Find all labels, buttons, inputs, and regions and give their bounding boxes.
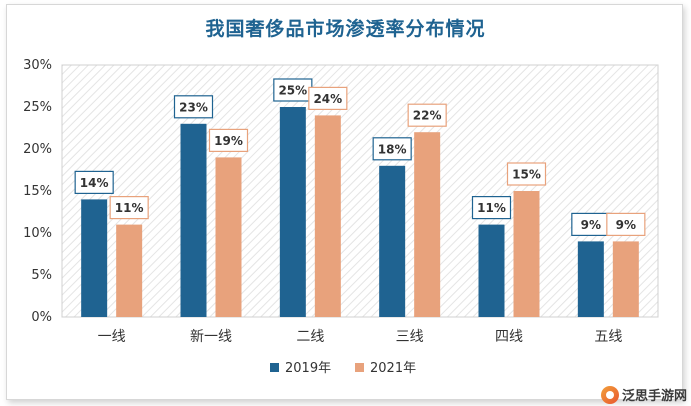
x-tick-label: 二线 [296,329,324,345]
plot-area [61,64,659,318]
legend-swatch [270,363,279,372]
bar [612,241,639,317]
bar [414,132,441,317]
data-label-box [308,86,348,111]
bar [116,224,143,317]
y-tick-label: 5% [31,268,52,283]
data-label: 24% [313,92,342,106]
bar [81,199,108,317]
x-tick-label: 四线 [495,329,523,345]
bar [279,107,306,317]
y-tick-label: 15% [23,184,52,199]
data-label: 14% [80,176,109,190]
x-tick-label: 三线 [396,329,424,345]
data-label: 22% [413,109,442,123]
legend-swatch [355,363,364,372]
bar [577,241,604,317]
bar [379,165,406,317]
data-label: 23% [179,100,208,114]
data-label-box [109,196,149,220]
data-label-box [74,170,114,194]
data-label-box [606,212,646,236]
legend-label: 2021年 [370,361,416,376]
watermark-text: 泛思手游网 [621,389,687,404]
data-label: 9% [616,218,636,232]
legend-label: 2019年 [285,361,331,376]
y-tick-label: 0% [31,310,52,325]
bar [215,157,242,317]
y-tick-label: 25% [23,100,52,115]
watermark: 泛思手游网 [600,385,687,404]
data-label: 11% [115,201,144,215]
data-label: 19% [214,134,243,148]
data-label: 11% [477,201,506,215]
data-label-box [173,95,214,119]
data-label: 9% [581,218,601,232]
x-tick-label: 新一线 [190,329,232,345]
x-tick-label: 五线 [594,329,622,345]
data-label: 15% [512,168,541,182]
x-tick-label: 一线 [98,329,126,345]
bar [513,191,540,317]
y-tick-label: 20% [23,142,52,157]
data-label-box [208,128,249,152]
chart-title: 我国奢侈品市场渗透率分布情况 [205,18,486,40]
data-label-box [372,137,412,161]
bar [180,123,207,317]
data-label: 18% [378,142,407,156]
data-label-box [407,103,447,127]
bar [478,224,505,317]
data-label-box [471,196,512,220]
data-label: 25% [278,84,307,98]
bar [314,115,341,318]
watermark-logo-icon [600,385,619,404]
data-label-box [506,162,547,186]
y-tick-label: 30% [23,58,52,73]
y-tick-label: 10% [23,226,52,241]
